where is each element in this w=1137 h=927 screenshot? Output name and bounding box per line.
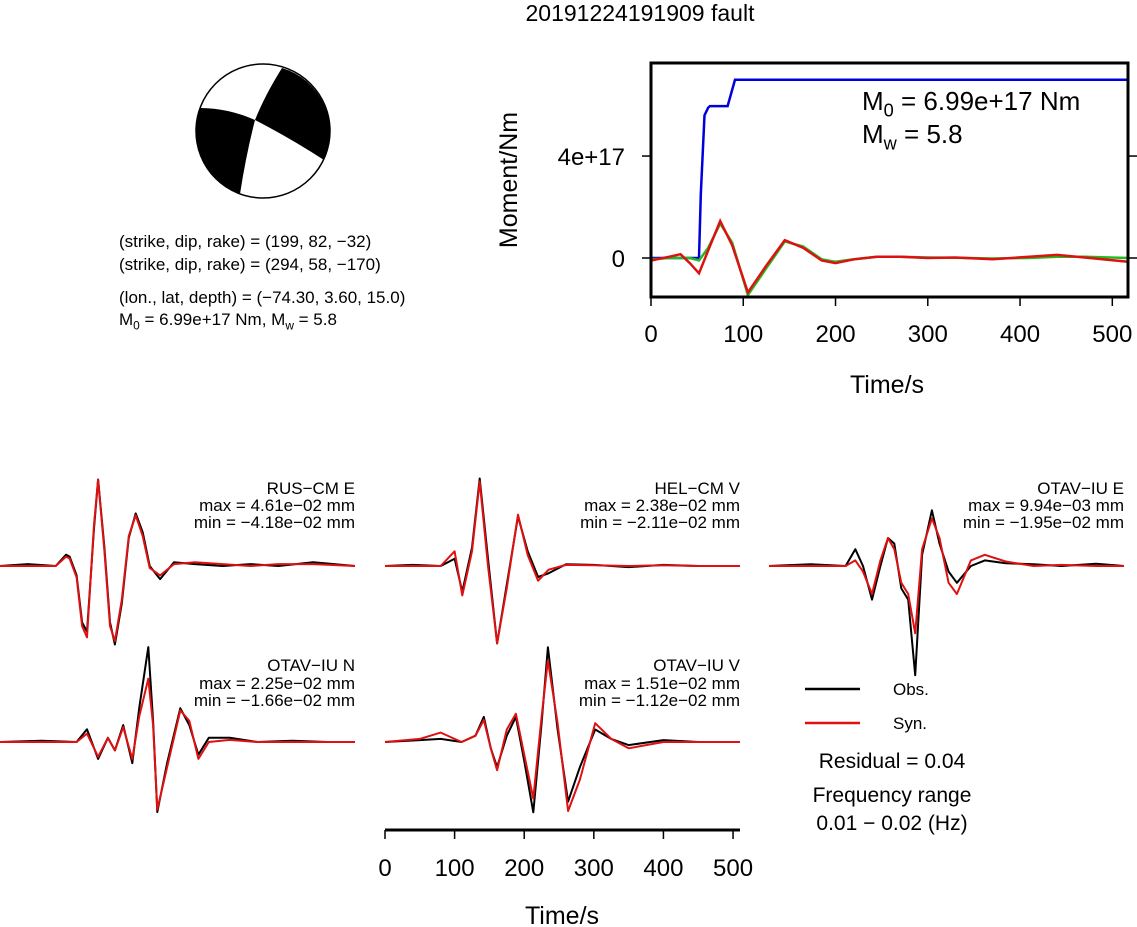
waveform-syn — [385, 480, 740, 645]
annotation: Frequency range — [813, 784, 972, 807]
subscript: w — [883, 134, 898, 154]
text-part: = 5.8 — [897, 119, 963, 149]
mechanism-text: (lon., lat, depth) = (−74.30, 3.60, 15.0… — [119, 288, 405, 307]
text-part: (strike, dip, rake) = (199, 82, −32) — [119, 232, 371, 251]
panel-max: max = 1.51e−02 mm — [584, 674, 740, 693]
panel-min: min = −2.11e−02 mm — [580, 513, 740, 532]
annotation: Residual = 0.04 — [819, 750, 966, 773]
y-tick-label: 0 — [612, 246, 625, 273]
text-part: M — [119, 310, 133, 329]
beachball — [195, 63, 331, 199]
plot-frame — [649, 61, 1130, 299]
panel-station: HEL−CM V — [655, 479, 741, 498]
subscript: w — [284, 318, 294, 332]
panel-max: max = 2.25e−02 mm — [199, 674, 355, 693]
panel-min: min = −1.66e−02 mm — [194, 691, 355, 710]
y-tick-label: 4e+17 — [558, 144, 625, 171]
x-tick-label: 400 — [643, 855, 683, 882]
panel-max: max = 4.61e−02 mm — [199, 496, 355, 515]
beachball-quadrant — [195, 108, 255, 194]
text-part: = 6.99e+17 Nm, M — [140, 310, 286, 329]
x-tick-label: 500 — [713, 855, 753, 882]
legend-label: Obs. — [893, 680, 929, 699]
panel-min: min = −1.95e−02 mm — [963, 513, 1124, 532]
mechanism-text: M0 = 6.99e+17 Nm, Mw = 5.8 — [119, 310, 337, 332]
mechanism-text: (strike, dip, rake) = (199, 82, −32) — [119, 232, 371, 251]
panel-station: RUS−CM E — [267, 479, 355, 498]
panel-min: min = −1.12e−02 mm — [579, 691, 740, 710]
panel-max: max = 2.38e−02 mm — [584, 496, 740, 515]
x-tick-label: 0 — [644, 321, 657, 348]
x-tick-label: 400 — [1000, 321, 1040, 348]
text-part: M — [862, 86, 884, 116]
waveform-syn — [0, 478, 356, 643]
y-axis-label: Moment/Nm — [495, 112, 523, 248]
text-part: = 5.8 — [294, 310, 337, 329]
legend-label: Syn. — [893, 714, 927, 733]
waveform-obs — [768, 509, 1125, 677]
waveform-syn — [384, 659, 740, 812]
text-part: (lon., lat, depth) = (−74.30, 3.60, 15.0… — [119, 288, 405, 307]
text-part: (strike, dip, rake) = (294, 58, −170) — [119, 255, 381, 274]
mechanism-text: (strike, dip, rake) = (294, 58, −170) — [119, 255, 381, 274]
figure-title: 20191224191909 fault — [526, 0, 756, 26]
x-tick-label: 100 — [435, 855, 475, 882]
subscript: 0 — [133, 318, 140, 332]
x-tick-label: 200 — [816, 321, 856, 348]
x-tick-label: 500 — [1092, 321, 1132, 348]
x-tick-label: 300 — [908, 321, 948, 348]
panel-station: OTAV−IU N — [267, 656, 355, 675]
x-tick-label: 200 — [504, 855, 544, 882]
panel-min: min = −4.18e−02 mm — [194, 513, 355, 532]
moment-line — [650, 217, 1129, 296]
annotation: 0.01 − 0.02 (Hz) — [816, 812, 967, 835]
x-tick-label: 0 — [378, 855, 391, 882]
text-part: M — [862, 119, 884, 149]
x-tick-label: 100 — [723, 321, 763, 348]
x-axis-label: Time/s — [525, 902, 599, 927]
waveform-syn — [0, 677, 355, 811]
panel-station: OTAV−IU E — [1037, 479, 1124, 498]
moment-line — [651, 78, 1128, 260]
panel-max: max = 9.94e−03 mm — [968, 496, 1124, 515]
text-part: = 6.99e+17 Nm — [894, 86, 1080, 116]
waveform-syn — [769, 517, 1124, 635]
moment-annotation: Mw = 5.8 — [862, 119, 963, 154]
x-axis-label: Time/s — [850, 371, 924, 399]
moment-annotation: M0 = 6.99e+17 Nm — [862, 86, 1080, 121]
beachball-quadrant — [255, 68, 331, 160]
x-tick-label: 300 — [574, 855, 614, 882]
panel-station: OTAV−IU V — [653, 656, 740, 675]
subscript: 0 — [884, 101, 894, 121]
